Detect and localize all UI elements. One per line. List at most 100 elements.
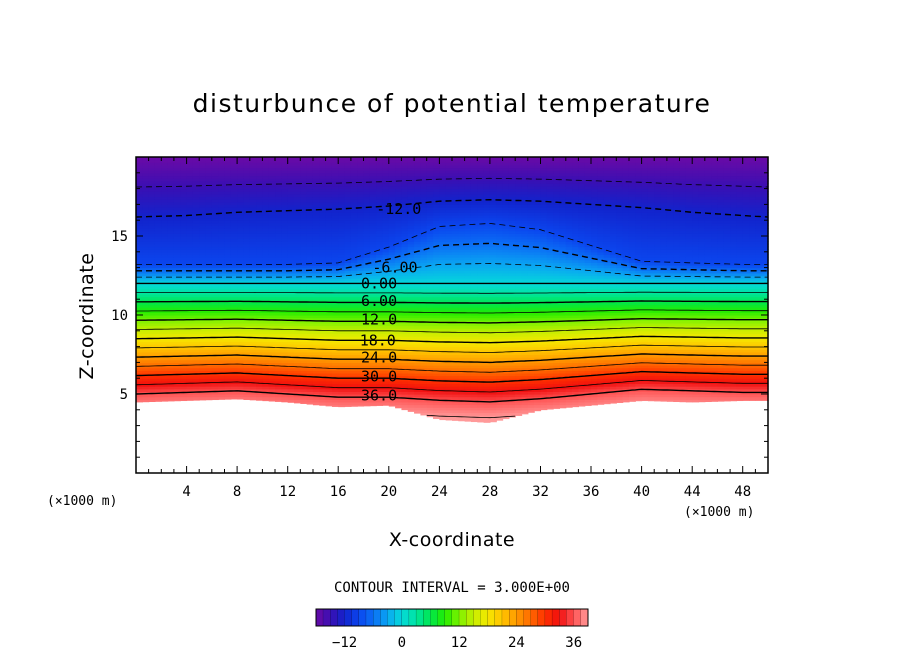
heatmap-cell <box>319 157 327 161</box>
heatmap-cell <box>306 251 314 256</box>
heatmap-cell <box>338 225 346 229</box>
heatmap-cell <box>275 293 282 298</box>
heatmap-cell <box>199 346 207 350</box>
heatmap-cell <box>439 372 447 377</box>
heatmap-cell <box>180 225 188 229</box>
heatmap-cell <box>319 299 327 303</box>
heatmap-cell <box>275 243 282 248</box>
heatmap-cell <box>325 162 333 166</box>
heatmap-cell <box>319 270 327 274</box>
heatmap-cell <box>142 172 150 177</box>
heatmap-cell <box>211 322 219 327</box>
heatmap-cell <box>230 178 238 182</box>
heatmap-cell <box>167 157 175 161</box>
heatmap-cell <box>420 401 428 406</box>
heatmap-cell <box>376 251 384 256</box>
heatmap-cell <box>452 372 459 377</box>
heatmap-cell <box>281 278 289 282</box>
heatmap-cell <box>319 362 327 366</box>
heatmap-cell <box>136 367 143 371</box>
heatmap-cell <box>357 241 365 245</box>
heatmap-cell <box>407 183 415 187</box>
heatmap-cell <box>275 333 282 337</box>
heatmap-cell <box>420 338 428 342</box>
heatmap-cell <box>161 207 169 211</box>
heatmap-cell <box>249 222 257 227</box>
heatmap-cell <box>331 351 339 356</box>
heatmap-cell <box>211 351 219 356</box>
heatmap-cell <box>407 222 415 227</box>
heatmap-cell <box>319 172 327 177</box>
heatmap-cell <box>148 309 156 313</box>
heatmap-cell <box>294 238 301 242</box>
heatmap-cell <box>136 272 143 277</box>
heatmap-cell <box>344 246 352 250</box>
heatmap-cell <box>142 175 150 179</box>
heatmap-cell <box>458 288 466 292</box>
heatmap-cell <box>154 307 162 311</box>
heatmap-cell <box>275 380 282 385</box>
heatmap-cell <box>167 264 175 269</box>
heatmap-cell <box>433 201 440 205</box>
heatmap-cell <box>426 175 434 179</box>
heatmap-cell <box>331 193 339 198</box>
heatmap-cell <box>433 183 440 187</box>
heatmap-cell <box>218 267 226 271</box>
heatmap-cell <box>464 243 472 248</box>
heatmap-cell <box>439 417 447 421</box>
heatmap-cell <box>167 249 175 253</box>
heatmap-cell <box>199 357 207 361</box>
heatmap-cell <box>395 185 403 190</box>
heatmap-cell <box>363 396 371 400</box>
heatmap-cell <box>369 270 377 274</box>
heatmap-cell <box>275 212 282 216</box>
heatmap-cell <box>433 401 440 406</box>
heatmap-cell <box>382 301 390 306</box>
heatmap-cell <box>445 222 453 227</box>
heatmap-cell <box>319 264 327 269</box>
heatmap-cell <box>148 388 156 392</box>
heatmap-cell <box>180 272 188 277</box>
heatmap-cell <box>148 157 156 161</box>
heatmap-cell <box>376 286 384 290</box>
heatmap-cell <box>205 357 213 361</box>
heatmap-cell <box>199 328 207 332</box>
heatmap-cell <box>382 280 390 284</box>
heatmap-cell <box>433 204 440 208</box>
heatmap-cell <box>350 241 358 245</box>
heatmap-cell <box>256 338 263 342</box>
heatmap-cell <box>401 354 409 358</box>
heatmap-cell <box>243 228 251 232</box>
heatmap-cell <box>395 230 403 234</box>
heatmap-cell <box>192 338 200 342</box>
heatmap-cell <box>414 386 421 390</box>
heatmap-cell <box>433 299 440 303</box>
heatmap-cell <box>180 183 188 187</box>
heatmap-cell <box>433 159 440 163</box>
heatmap-cell <box>300 338 308 342</box>
heatmap-cell <box>426 159 434 163</box>
heatmap-cell <box>199 199 207 203</box>
chart-title: disturbunce of potential temperature <box>193 89 712 118</box>
heatmap-cell <box>218 351 226 356</box>
heatmap-cell <box>420 238 428 242</box>
heatmap-cell <box>205 312 213 316</box>
heatmap-cell <box>256 367 263 371</box>
heatmap-cell <box>407 357 415 361</box>
heatmap-cell <box>338 372 346 377</box>
heatmap-cell <box>230 343 238 348</box>
heatmap-cell <box>420 172 428 177</box>
heatmap-cell <box>458 328 466 332</box>
heatmap-cell <box>452 307 459 311</box>
heatmap-cell <box>167 396 175 400</box>
heatmap-cell <box>395 312 403 316</box>
heatmap-cell <box>161 288 169 292</box>
heatmap-cell <box>312 325 320 329</box>
heatmap-cell <box>262 251 270 256</box>
heatmap-cell <box>388 209 396 213</box>
heatmap-cell <box>414 336 421 340</box>
heatmap-cell <box>388 293 396 298</box>
heatmap-cell <box>388 341 396 345</box>
heatmap-cell <box>136 394 143 398</box>
heatmap-cell <box>331 249 339 253</box>
